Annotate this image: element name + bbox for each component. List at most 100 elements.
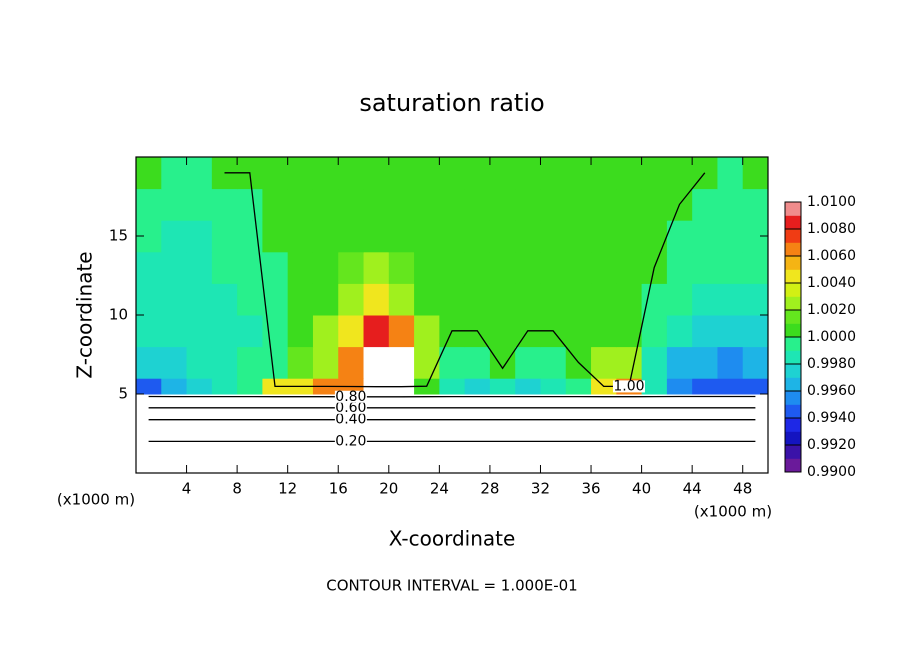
field-cell [717, 441, 744, 474]
colorbar-swatch [785, 391, 801, 405]
field-cell [591, 409, 617, 442]
field-cell [312, 315, 339, 348]
field-cell [540, 441, 567, 474]
x-tick-label: 8 [232, 480, 242, 498]
field-cell [136, 283, 162, 316]
colorbar-label: 0.9920 [807, 437, 856, 453]
field-cell [312, 188, 339, 221]
colorbar-swatch [785, 445, 801, 459]
contour-label-bg [334, 401, 367, 414]
field-cell [515, 346, 541, 379]
field-cell [591, 394, 617, 411]
field-cell [616, 409, 643, 442]
colorbar-swatch [785, 323, 801, 338]
field-cell [591, 346, 617, 379]
colorbar-label: 1.0080 [807, 221, 856, 237]
colorbar-swatch [785, 269, 801, 284]
field-cell [540, 188, 567, 221]
field-cell [161, 157, 188, 190]
field-cell [262, 220, 289, 253]
field-cell [237, 441, 263, 474]
field-cell [742, 188, 769, 221]
colorbar-swatch [785, 337, 801, 351]
colorbar-swatch [785, 364, 801, 378]
field-cell [540, 378, 567, 395]
field-cell [641, 409, 668, 442]
field-cell [591, 220, 617, 253]
field-cell [186, 441, 213, 474]
field-cell [211, 378, 238, 395]
field-cell [262, 283, 289, 316]
field-cell [641, 346, 668, 379]
field-cell [591, 283, 617, 316]
field-cell [136, 251, 162, 284]
colorbar-swatch [785, 458, 801, 473]
field-cell [388, 346, 415, 379]
field-cell [742, 441, 769, 474]
field-cell [515, 409, 541, 442]
field-cell [211, 283, 238, 316]
field-cell [666, 157, 693, 190]
field-cell [742, 315, 769, 348]
field-cell [186, 315, 213, 348]
field-cell [237, 409, 263, 442]
colorbar-swatch [785, 256, 801, 270]
colorbar-swatch [785, 296, 801, 311]
field-cell [616, 394, 643, 411]
field-cell [388, 188, 415, 221]
field-cell [717, 251, 744, 284]
colorbar-label: 1.0060 [807, 248, 856, 264]
field-cell [692, 409, 718, 442]
field-cell [717, 220, 744, 253]
field-cell [338, 346, 365, 379]
field-cell [414, 346, 440, 379]
field-cell [692, 346, 718, 379]
field-cell [262, 378, 289, 395]
field-cell [237, 283, 263, 316]
field-cell [186, 220, 213, 253]
field-cell [540, 157, 567, 190]
field-cell [464, 157, 491, 190]
field-cell [540, 394, 567, 411]
field-cell [161, 220, 188, 253]
field-cell [312, 251, 339, 284]
field-cell [591, 251, 617, 284]
field-cell [388, 251, 415, 284]
field-cell [363, 315, 390, 348]
field-cell [464, 394, 491, 411]
field-cell [262, 394, 289, 411]
field-cell [464, 188, 491, 221]
field-cell [186, 251, 213, 284]
field-cell [338, 157, 365, 190]
field-cell [363, 409, 390, 442]
field-cell [641, 220, 668, 253]
field-cell [211, 220, 238, 253]
field-cell [161, 378, 188, 395]
field-cell [237, 315, 263, 348]
field-cell [742, 283, 769, 316]
field-cell [489, 346, 516, 379]
field-cell [591, 157, 617, 190]
field-cell [262, 315, 289, 348]
field-cell [464, 283, 491, 316]
field-cell [591, 378, 617, 395]
field-cell [161, 394, 188, 411]
field-cell [666, 409, 693, 442]
field-cell [464, 378, 491, 395]
field-cell [641, 394, 668, 411]
field-cell [363, 220, 390, 253]
field-cell [136, 378, 162, 395]
field-cell [692, 394, 718, 411]
field-cell [136, 394, 162, 411]
field-cell [540, 220, 567, 253]
field-cell [414, 315, 440, 348]
field-cell [641, 251, 668, 284]
field-cell [540, 251, 567, 284]
colorbar-label: 0.9900 [807, 464, 856, 480]
field-cell [565, 188, 592, 221]
field-cell [489, 378, 516, 395]
field-cell [439, 220, 466, 253]
field-cell [515, 157, 541, 190]
field-cell [742, 378, 769, 395]
contour-label-bg [334, 390, 367, 403]
